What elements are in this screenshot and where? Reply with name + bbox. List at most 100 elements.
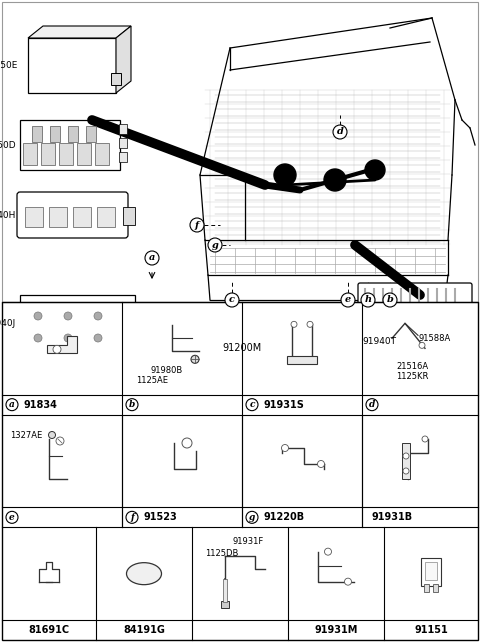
Text: 1125KR: 1125KR bbox=[396, 372, 428, 381]
Text: 91931B: 91931B bbox=[372, 512, 413, 523]
Circle shape bbox=[291, 322, 297, 327]
Text: f: f bbox=[195, 220, 199, 229]
Text: 91931M: 91931M bbox=[314, 625, 358, 635]
Bar bbox=[25, 207, 43, 227]
Circle shape bbox=[324, 169, 346, 191]
Circle shape bbox=[366, 399, 378, 411]
Text: 81691C: 81691C bbox=[28, 625, 70, 635]
Text: a: a bbox=[149, 254, 155, 263]
Bar bbox=[123, 207, 135, 225]
Circle shape bbox=[274, 164, 296, 186]
Circle shape bbox=[365, 160, 385, 180]
Circle shape bbox=[59, 329, 77, 347]
FancyBboxPatch shape bbox=[17, 192, 128, 238]
Text: 1125AE: 1125AE bbox=[136, 376, 168, 385]
Circle shape bbox=[345, 578, 351, 585]
Circle shape bbox=[419, 342, 425, 349]
Circle shape bbox=[361, 293, 375, 307]
Bar bbox=[59, 143, 73, 165]
Text: c: c bbox=[229, 295, 235, 304]
Text: 91980B: 91980B bbox=[151, 366, 183, 375]
Bar bbox=[425, 562, 437, 580]
Text: 91931F: 91931F bbox=[232, 537, 264, 546]
Bar bbox=[97, 207, 115, 227]
Circle shape bbox=[29, 329, 47, 347]
Circle shape bbox=[34, 334, 42, 342]
Bar bbox=[421, 558, 441, 586]
Text: 91931S: 91931S bbox=[264, 400, 305, 410]
Text: 91950D: 91950D bbox=[0, 141, 16, 150]
Circle shape bbox=[126, 511, 138, 523]
Bar bbox=[2, 2, 478, 302]
Text: 91940T: 91940T bbox=[362, 336, 396, 345]
Bar bbox=[424, 584, 429, 592]
Bar bbox=[23, 143, 37, 165]
Text: d: d bbox=[369, 400, 375, 409]
Text: e: e bbox=[345, 295, 351, 304]
Bar bbox=[223, 578, 227, 602]
Bar bbox=[111, 73, 121, 85]
Text: 91588A: 91588A bbox=[419, 334, 451, 343]
Bar bbox=[68, 126, 78, 142]
Circle shape bbox=[94, 334, 102, 342]
Bar bbox=[221, 601, 229, 608]
Bar bbox=[73, 207, 91, 227]
Circle shape bbox=[48, 431, 56, 438]
Bar bbox=[402, 443, 410, 479]
Circle shape bbox=[89, 307, 107, 325]
Text: g: g bbox=[249, 513, 255, 522]
Bar bbox=[287, 356, 317, 364]
Text: a: a bbox=[9, 400, 15, 409]
Circle shape bbox=[191, 355, 199, 363]
Circle shape bbox=[6, 511, 18, 523]
Text: 1125DB: 1125DB bbox=[205, 549, 239, 558]
Polygon shape bbox=[28, 26, 131, 38]
Circle shape bbox=[59, 307, 77, 325]
Circle shape bbox=[281, 444, 288, 451]
Text: 21516A: 21516A bbox=[396, 362, 428, 371]
Bar bbox=[77, 143, 91, 165]
Circle shape bbox=[53, 345, 61, 353]
Bar bbox=[50, 126, 60, 142]
Circle shape bbox=[64, 334, 72, 342]
Text: 91220B: 91220B bbox=[264, 512, 305, 523]
Circle shape bbox=[29, 307, 47, 325]
Circle shape bbox=[89, 329, 107, 347]
Circle shape bbox=[341, 293, 355, 307]
Circle shape bbox=[403, 453, 409, 459]
Text: 91151: 91151 bbox=[414, 625, 448, 635]
Text: b: b bbox=[129, 400, 135, 409]
Circle shape bbox=[94, 312, 102, 320]
Polygon shape bbox=[116, 26, 131, 93]
Text: c: c bbox=[249, 400, 255, 409]
Text: 91200M: 91200M bbox=[222, 343, 262, 353]
Circle shape bbox=[145, 251, 159, 265]
Polygon shape bbox=[47, 336, 77, 353]
Circle shape bbox=[383, 293, 397, 307]
Bar bbox=[32, 126, 42, 142]
Circle shape bbox=[190, 218, 204, 232]
Circle shape bbox=[225, 293, 239, 307]
Bar bbox=[41, 143, 55, 165]
Circle shape bbox=[126, 399, 138, 411]
Bar bbox=[2, 302, 478, 640]
Bar bbox=[433, 584, 438, 592]
Circle shape bbox=[246, 511, 258, 523]
Circle shape bbox=[333, 125, 347, 139]
Circle shape bbox=[246, 399, 258, 411]
Text: 91950E: 91950E bbox=[0, 61, 18, 70]
Text: 1327AE: 1327AE bbox=[10, 431, 42, 440]
Bar bbox=[95, 143, 109, 165]
Bar bbox=[119, 124, 127, 134]
Bar bbox=[119, 152, 127, 162]
Ellipse shape bbox=[127, 562, 161, 585]
Circle shape bbox=[307, 322, 313, 327]
Text: d: d bbox=[336, 128, 343, 137]
Circle shape bbox=[64, 312, 72, 320]
Circle shape bbox=[34, 312, 42, 320]
Text: 91523: 91523 bbox=[144, 512, 178, 523]
Circle shape bbox=[422, 436, 428, 442]
Text: h: h bbox=[364, 295, 372, 304]
FancyBboxPatch shape bbox=[28, 38, 116, 93]
Circle shape bbox=[6, 399, 18, 411]
